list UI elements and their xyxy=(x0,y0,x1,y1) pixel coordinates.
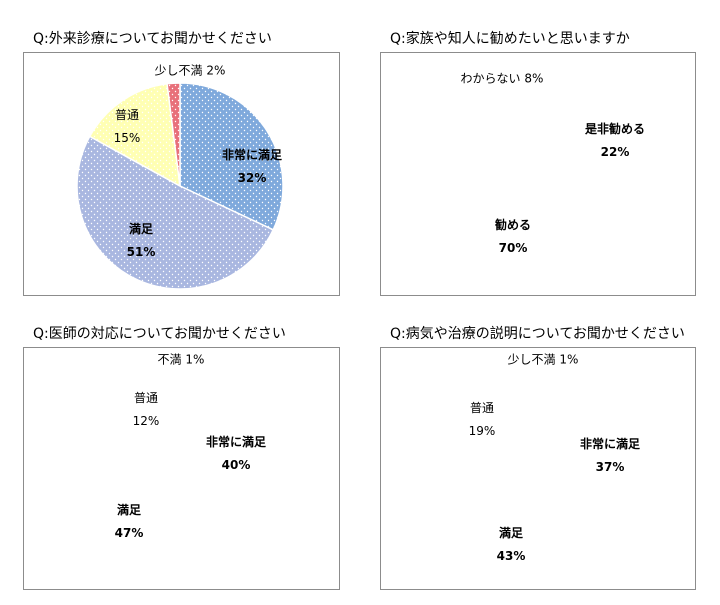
chart-frame xyxy=(380,52,696,296)
slice-label-outside: わからない 8% xyxy=(460,71,544,86)
chart-frame xyxy=(380,347,696,590)
slice-label-outside: 少し不満 1% xyxy=(507,352,579,367)
chart-frame xyxy=(23,347,340,590)
slice-label: 普通 19% xyxy=(468,401,496,438)
chart-title: Q:病気や治療の説明についてお聞かせください xyxy=(390,326,685,342)
slice-label: 非常に満足 40% xyxy=(205,435,267,472)
pie-slice xyxy=(179,82,284,231)
chart-title: Q:外来診療についてお聞かせください xyxy=(33,31,272,47)
slice-label-outside: 少し不満 2% xyxy=(154,63,226,78)
slice-label: 満足 43% xyxy=(496,526,526,563)
slice-label: 満足 47% xyxy=(114,503,144,540)
slice-label: 満足 51% xyxy=(126,222,156,259)
chart-title: Q:医師の対応についてお聞かせください xyxy=(33,326,286,342)
slice-label: 勧める 70% xyxy=(494,218,532,255)
slice-label: 非常に満足 37% xyxy=(579,437,641,474)
slice-label: 普通 15% xyxy=(113,108,141,145)
pie-slice xyxy=(166,82,181,187)
slice-label: 是非勧める 22% xyxy=(584,122,646,159)
pie-slice xyxy=(76,135,275,290)
slice-label: 普通 12% xyxy=(132,391,160,428)
pie-slice xyxy=(88,82,181,188)
slice-label: 非常に満足 32% xyxy=(221,148,283,185)
slice-label-outside: 不満 1% xyxy=(157,352,205,367)
chart-title: Q:家族や知人に勧めたいと思いますか xyxy=(390,31,630,47)
